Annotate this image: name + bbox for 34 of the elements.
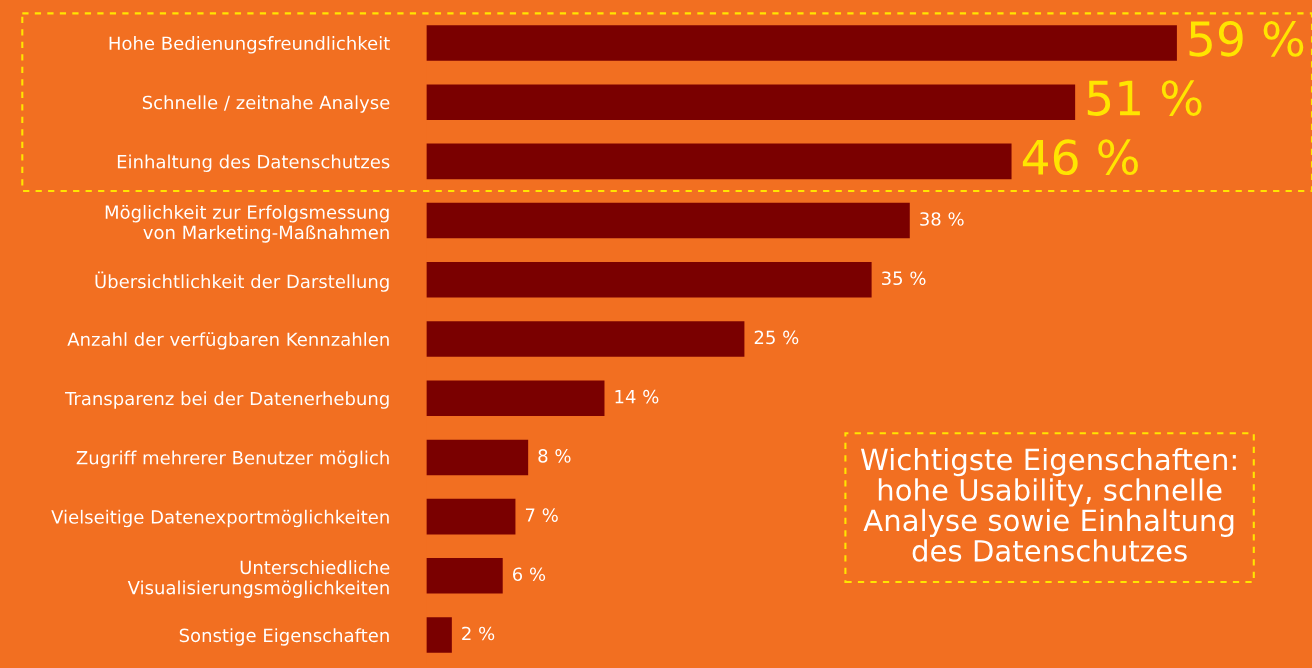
- data-label: 7 %: [525, 508, 558, 522]
- annotation: 46 %: [1022, 139, 1138, 176]
- y-tick-label: Hohe Bedienungsfreundlichkeit: [109, 36, 390, 54]
- y-tick-label: Vielseitige Datenexportmöglichkeiten: [51, 509, 389, 528]
- bar: [426, 439, 529, 476]
- bar: [426, 262, 872, 298]
- data-label: 6 %: [512, 567, 546, 582]
- bar: [426, 558, 503, 594]
- bar: [426, 25, 1177, 61]
- data-label: 38 %: [920, 212, 964, 226]
- bar: [426, 84, 1076, 120]
- y-tick-label: Einhaltung des Datenschutzes: [117, 154, 390, 172]
- y-tick-label: Sonstige Eigenschaften: [179, 628, 389, 646]
- y-tick-label: Transparenz bei der Datenerhebung: [64, 391, 389, 409]
- y-tick-label: Zugriff mehrerer Benutzer möglich: [76, 450, 389, 469]
- y-tick-label: Unterschiedliche Visualisierungsmöglichkeiten: [127, 560, 390, 598]
- data-label: 2 %: [462, 626, 495, 641]
- bar: [426, 202, 910, 239]
- annotation: Wichtigste Eigenschaften: hohe Usability, schnelle Analyse sowie Einhaltung des Datenschutzes: [860, 447, 1236, 562]
- bar: [426, 380, 605, 416]
- bar: [426, 498, 516, 535]
- annotation: 59 %: [1189, 20, 1304, 57]
- bar: [426, 617, 452, 653]
- annotation: 51 %: [1087, 80, 1202, 116]
- bar: [426, 321, 745, 357]
- data-label: 14 %: [615, 389, 659, 404]
- data-label: 35 %: [882, 271, 926, 286]
- y-tick-label: Schnelle / zeitnahe Analyse: [142, 95, 390, 113]
- data-label: 25 %: [754, 330, 799, 345]
- y-tick-label: Übersichtlichkeit der Darstellung: [95, 271, 389, 292]
- y-tick-label: Möglichkeit zur Erfolgsmessung von Marketing-Maßnahmen: [105, 204, 389, 243]
- bar: [426, 143, 1012, 180]
- data-label: 8 %: [538, 449, 571, 463]
- y-tick-label: Anzahl der verfügbaren Kennzahlen: [67, 332, 389, 350]
